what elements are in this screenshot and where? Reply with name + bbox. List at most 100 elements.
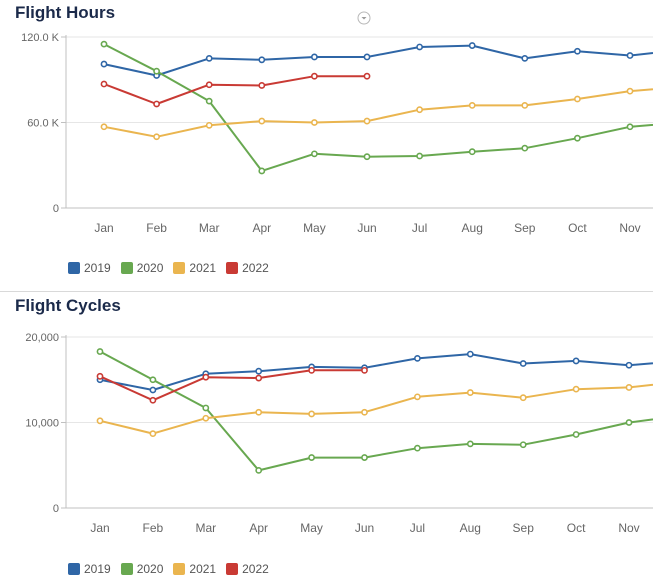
data-point-2019[interactable] [574, 47, 581, 55]
data-point-2021[interactable] [361, 408, 368, 416]
legend-item-2021[interactable]: 2021 [173, 261, 216, 275]
flight-cycles-chart: 0 10,000 20,000 Jan Feb Mar Apr May Jun Jul Aug Sep… [25, 332, 653, 535]
data-point-2020[interactable] [466, 440, 474, 448]
data-point-2021[interactable] [258, 117, 266, 125]
x-tick-label: Nov [619, 221, 640, 235]
data-point-2020[interactable] [574, 134, 581, 142]
data-point-2022[interactable] [205, 81, 213, 89]
data-point-2019[interactable] [626, 52, 634, 59]
data-point-2021[interactable] [202, 414, 210, 422]
data-point-2022[interactable] [100, 80, 108, 88]
data-point-2021[interactable] [149, 430, 157, 438]
x-tick-label: Jun [355, 521, 374, 535]
data-point-2022[interactable] [255, 374, 263, 382]
data-point-2021[interactable] [310, 119, 318, 126]
data-point-2020[interactable] [310, 150, 318, 158]
data-point-2020[interactable] [413, 444, 421, 452]
data-point-2021[interactable] [521, 102, 529, 109]
legend-item-2021[interactable]: 2021 [173, 562, 216, 576]
data-point-2019[interactable] [149, 386, 157, 394]
x-tick-label: Mar [195, 521, 216, 535]
data-point-2019[interactable] [363, 53, 371, 61]
data-point-2021[interactable] [626, 87, 634, 95]
data-point-2020[interactable] [308, 454, 315, 461]
data-point-2022[interactable] [361, 366, 368, 374]
data-point-2020[interactable] [100, 40, 108, 48]
data-point-2019[interactable] [258, 56, 266, 64]
data-point-2020[interactable] [153, 67, 160, 75]
data-point-2021[interactable] [413, 393, 421, 401]
data-point-2021[interactable] [205, 121, 213, 129]
data-point-2020[interactable] [572, 431, 580, 438]
series-line-2021 [103, 88, 653, 138]
data-point-2021[interactable] [100, 123, 108, 131]
legend-swatch [173, 262, 186, 274]
x-tick-label: Jan [90, 521, 109, 535]
data-point-2019[interactable] [572, 357, 580, 365]
legend-item-2022[interactable]: 2022 [226, 562, 269, 576]
data-point-2022[interactable] [202, 373, 210, 381]
data-point-2020[interactable] [96, 348, 104, 355]
data-point-2019[interactable] [625, 361, 633, 369]
data-point-2019[interactable] [100, 60, 108, 68]
legend-item-2019[interactable]: 2019 [68, 261, 111, 275]
chevron-down-circle-icon[interactable] [357, 11, 371, 25]
data-point-2019[interactable] [413, 354, 421, 362]
data-point-2020[interactable] [202, 404, 210, 412]
data-point-2020[interactable] [519, 441, 527, 449]
data-point-2019[interactable] [466, 350, 474, 358]
data-point-2020[interactable] [416, 152, 423, 160]
data-point-2020[interactable] [149, 376, 157, 384]
legend-label: 2022 [242, 562, 269, 576]
data-point-2021[interactable] [572, 385, 580, 393]
data-point-2019[interactable] [205, 54, 213, 62]
data-point-2022[interactable] [153, 100, 160, 108]
x-tick-label: Oct [567, 521, 586, 535]
data-point-2021[interactable] [519, 394, 527, 402]
data-point-2022[interactable] [96, 372, 104, 380]
data-point-2021[interactable] [468, 102, 476, 109]
data-point-2019[interactable] [519, 360, 527, 367]
x-tick-label: Aug [462, 221, 483, 235]
legend-item-2020[interactable]: 2020 [120, 261, 163, 275]
data-point-2020[interactable] [626, 123, 634, 131]
data-point-2020[interactable] [255, 466, 263, 474]
data-point-2019[interactable] [468, 42, 476, 49]
data-point-2021[interactable] [255, 408, 263, 416]
data-point-2020[interactable] [258, 167, 266, 175]
data-point-2021[interactable] [416, 106, 423, 114]
data-point-2022[interactable] [149, 396, 157, 404]
data-point-2022[interactable] [310, 72, 318, 80]
legend-item-2022[interactable]: 2022 [226, 261, 269, 275]
data-point-2021[interactable] [625, 384, 633, 391]
data-point-2019[interactable] [310, 53, 318, 61]
legend-swatch [120, 262, 133, 274]
flight-cycles-panel: Flight Cycles 0 10,000 20,000 Jan Feb Mar Apr M… [0, 293, 653, 587]
data-point-2021[interactable] [96, 417, 104, 425]
data-point-2021[interactable] [363, 117, 371, 125]
data-point-2022[interactable] [363, 72, 371, 80]
data-point-2019[interactable] [255, 367, 263, 375]
data-point-2021[interactable] [574, 95, 581, 103]
data-point-2019[interactable] [416, 43, 423, 51]
legend-item-2020[interactable]: 2020 [120, 562, 163, 576]
legend-item-2019[interactable]: 2019 [68, 562, 111, 576]
flight-cycles-legend: 2019 2020 2021 2022 [68, 562, 269, 576]
data-point-2021[interactable] [153, 133, 160, 141]
data-point-2020[interactable] [625, 419, 633, 426]
data-point-2021[interactable] [308, 410, 315, 418]
x-tick-label: Aug [460, 521, 481, 535]
legend-swatch [173, 563, 186, 575]
flight-cycles-title: Flight Cycles [15, 296, 121, 315]
data-point-2020[interactable] [363, 153, 371, 161]
data-point-2022[interactable] [258, 82, 266, 89]
flight-hours-chart: 0 60.0 K 120.0 K Jan Feb Mar Apr May Jun Jul Aug Se… [21, 32, 653, 235]
data-point-2020[interactable] [361, 454, 368, 461]
x-tick-label: May [303, 221, 326, 235]
data-point-2020[interactable] [205, 97, 213, 105]
data-point-2022[interactable] [308, 366, 315, 374]
data-point-2021[interactable] [466, 389, 474, 396]
data-point-2019[interactable] [521, 54, 529, 62]
data-point-2020[interactable] [468, 148, 476, 156]
data-point-2020[interactable] [521, 144, 529, 152]
